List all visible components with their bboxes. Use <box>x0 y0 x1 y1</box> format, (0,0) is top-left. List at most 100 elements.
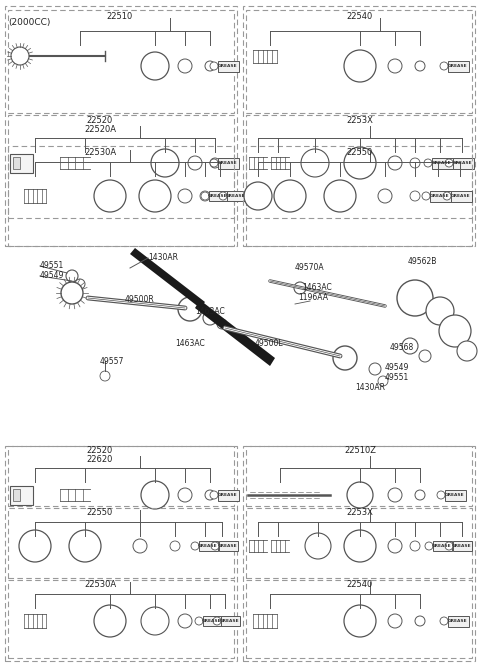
Circle shape <box>426 297 454 325</box>
Text: 22520: 22520 <box>87 446 113 455</box>
FancyBboxPatch shape <box>430 190 451 202</box>
Text: 49551: 49551 <box>40 262 64 270</box>
Circle shape <box>445 159 453 167</box>
FancyBboxPatch shape <box>432 541 452 551</box>
Circle shape <box>419 350 431 362</box>
Circle shape <box>305 533 331 559</box>
Text: 1196AA: 1196AA <box>298 294 328 302</box>
Circle shape <box>205 490 215 500</box>
Text: GREASE: GREASE <box>432 544 452 548</box>
Text: 22510: 22510 <box>107 12 133 21</box>
Circle shape <box>178 189 192 203</box>
Text: 49549: 49549 <box>40 272 64 280</box>
FancyBboxPatch shape <box>10 486 33 505</box>
Circle shape <box>324 180 356 212</box>
Text: 49549: 49549 <box>385 364 409 372</box>
Bar <box>246 10 472 113</box>
Text: 1463AC: 1463AC <box>175 340 205 348</box>
Circle shape <box>178 59 192 73</box>
Circle shape <box>203 311 217 325</box>
Bar <box>246 446 472 506</box>
Circle shape <box>195 617 203 625</box>
Circle shape <box>178 488 192 502</box>
FancyBboxPatch shape <box>199 541 217 551</box>
Circle shape <box>415 490 425 500</box>
Bar <box>243 446 475 661</box>
Circle shape <box>19 530 51 562</box>
Circle shape <box>188 156 202 170</box>
FancyBboxPatch shape <box>218 541 238 551</box>
Bar <box>8 446 234 506</box>
Circle shape <box>410 158 420 168</box>
Circle shape <box>301 149 329 177</box>
Circle shape <box>133 539 147 553</box>
Text: 22520: 22520 <box>87 116 113 125</box>
Circle shape <box>217 319 227 329</box>
Circle shape <box>424 159 432 167</box>
Circle shape <box>445 542 453 550</box>
FancyBboxPatch shape <box>432 157 453 168</box>
Text: GREASE: GREASE <box>448 619 468 623</box>
FancyBboxPatch shape <box>451 190 471 202</box>
Circle shape <box>210 491 218 499</box>
Circle shape <box>219 192 227 200</box>
Text: GREASE: GREASE <box>451 194 471 198</box>
Text: 22620: 22620 <box>87 455 113 464</box>
Text: GREASE: GREASE <box>202 619 222 623</box>
Circle shape <box>439 315 471 347</box>
Circle shape <box>344 50 376 82</box>
Circle shape <box>347 482 373 508</box>
Circle shape <box>75 279 85 289</box>
Bar <box>8 115 234 218</box>
Bar <box>246 115 472 218</box>
Text: GREASE: GREASE <box>453 161 473 165</box>
Bar <box>8 508 234 578</box>
Text: 2253X: 2253X <box>347 116 373 125</box>
Text: 49500R: 49500R <box>125 296 155 304</box>
Circle shape <box>388 614 402 628</box>
FancyBboxPatch shape <box>217 61 239 71</box>
Text: GREASE: GREASE <box>218 493 238 497</box>
Circle shape <box>151 149 179 177</box>
FancyBboxPatch shape <box>453 541 471 551</box>
Text: GREASE: GREASE <box>220 619 240 623</box>
Bar <box>243 6 475 246</box>
Bar <box>5 446 237 661</box>
Text: 22510Z: 22510Z <box>344 446 376 455</box>
Circle shape <box>388 59 402 73</box>
Text: 22550: 22550 <box>87 508 113 517</box>
Circle shape <box>437 491 445 499</box>
FancyBboxPatch shape <box>447 61 468 71</box>
Text: GREASE: GREASE <box>218 64 238 68</box>
Text: 49562B: 49562B <box>408 256 437 266</box>
Circle shape <box>141 607 169 635</box>
Text: 49557: 49557 <box>100 356 124 366</box>
Text: 2253X: 2253X <box>347 508 373 517</box>
Circle shape <box>191 542 199 550</box>
Circle shape <box>333 346 357 370</box>
FancyBboxPatch shape <box>444 490 466 501</box>
Text: 1430AR: 1430AR <box>148 254 178 262</box>
Circle shape <box>170 541 180 551</box>
Bar <box>8 146 234 246</box>
Circle shape <box>213 617 221 625</box>
Text: 49551: 49551 <box>385 374 409 382</box>
Bar <box>13 489 20 501</box>
Circle shape <box>210 159 218 167</box>
Polygon shape <box>130 248 205 308</box>
Text: GREASE: GREASE <box>218 161 238 165</box>
Circle shape <box>388 156 402 170</box>
Circle shape <box>402 338 418 354</box>
FancyBboxPatch shape <box>203 616 221 626</box>
Bar <box>8 580 234 658</box>
Circle shape <box>388 488 402 502</box>
Circle shape <box>178 297 202 321</box>
Circle shape <box>244 182 272 210</box>
Text: 1430AR: 1430AR <box>355 384 385 392</box>
Circle shape <box>440 617 448 625</box>
Text: 1463AC: 1463AC <box>302 284 332 292</box>
Bar <box>246 580 472 658</box>
Circle shape <box>178 614 192 628</box>
Text: GREASE: GREASE <box>432 161 452 165</box>
Text: 22520A: 22520A <box>84 125 116 134</box>
